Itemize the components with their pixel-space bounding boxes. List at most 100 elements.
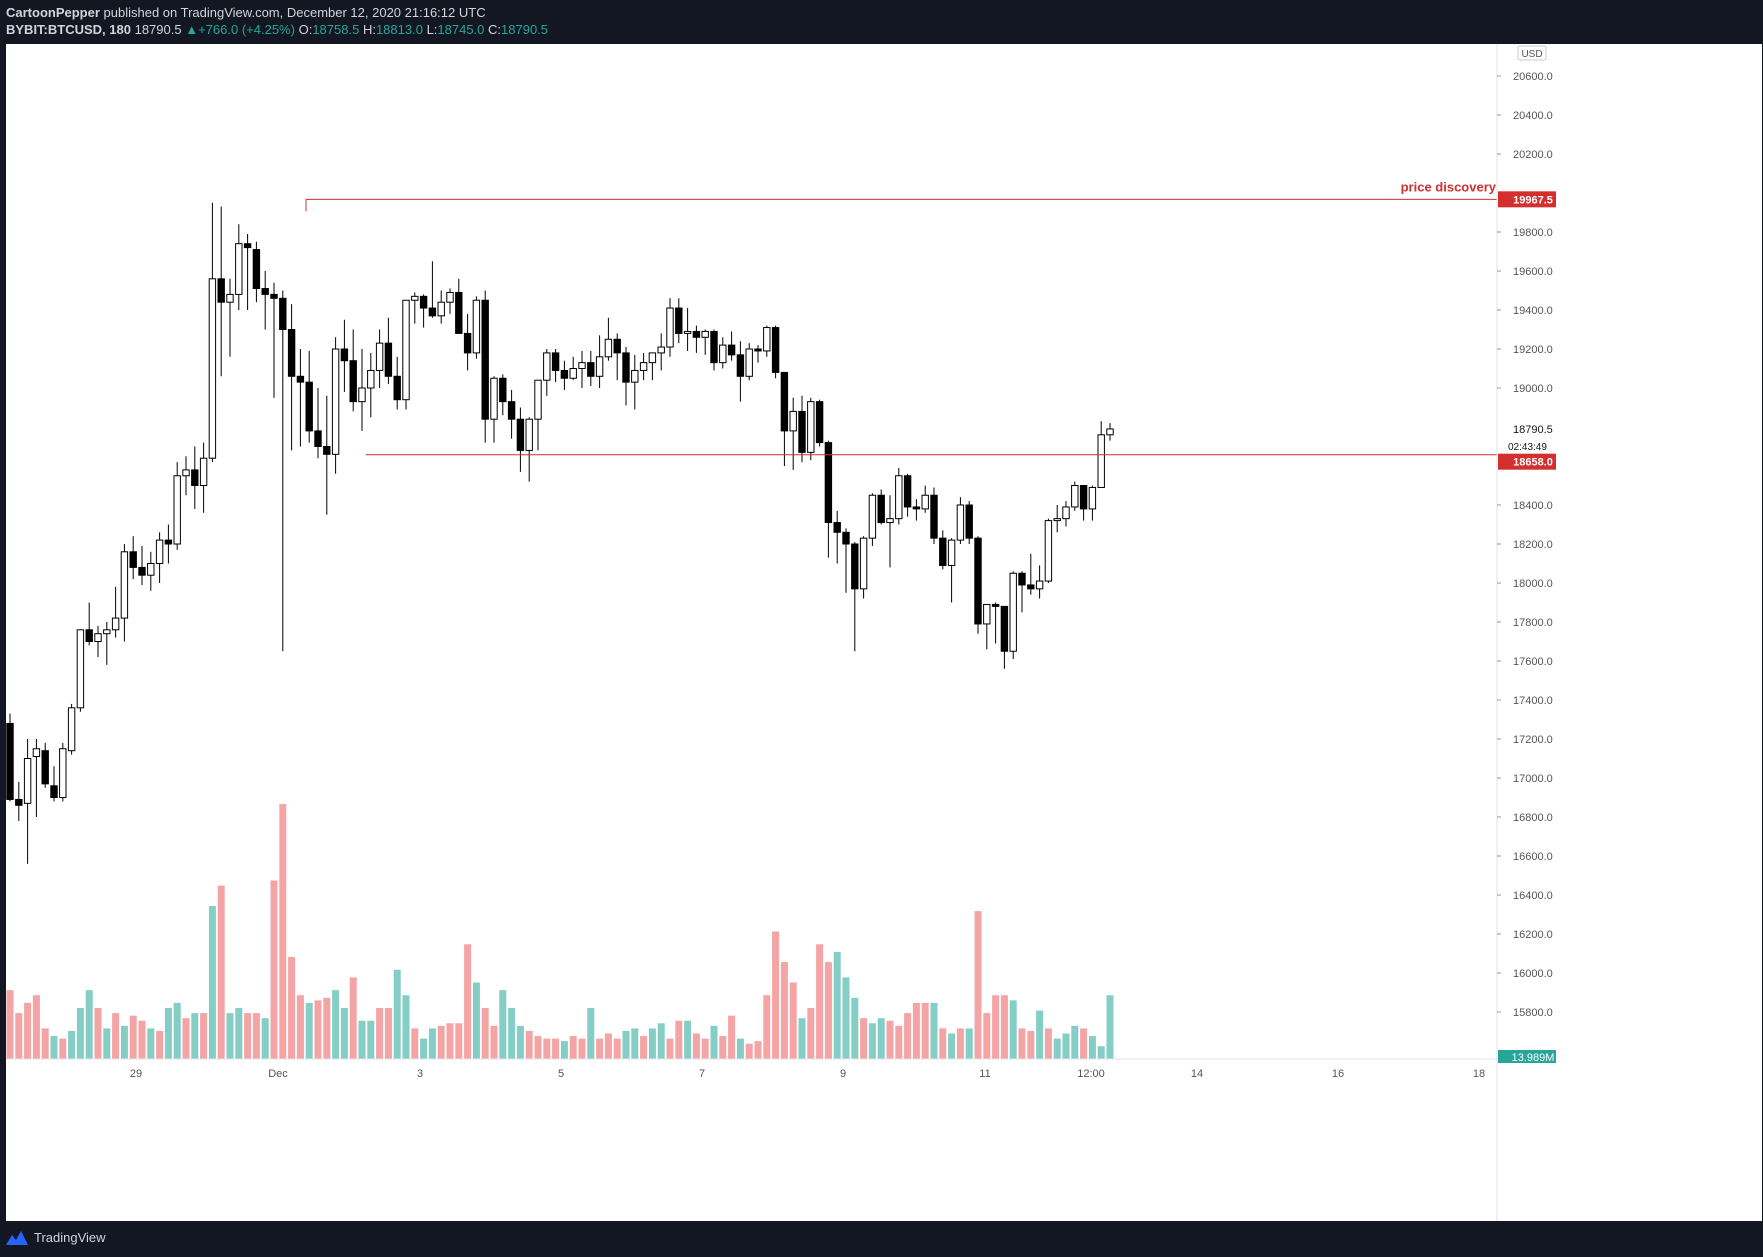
chart-area[interactable]: price discovery 20600.0 20400.0 20200.0 1980…	[6, 44, 1762, 1221]
candle[interactable]	[745, 348, 753, 377]
candle[interactable]	[692, 330, 701, 338]
candle[interactable]	[956, 504, 965, 541]
candle[interactable]	[103, 629, 111, 635]
candle[interactable]	[587, 362, 595, 377]
candle[interactable]	[877, 494, 885, 524]
candle[interactable]	[41, 750, 49, 785]
candle[interactable]	[507, 401, 516, 420]
candle[interactable]	[1106, 428, 1114, 436]
candle[interactable]	[983, 603, 991, 625]
candle[interactable]	[120, 551, 129, 619]
candle[interactable]	[23, 758, 32, 804]
candle[interactable]	[199, 457, 208, 487]
candle[interactable]	[279, 297, 287, 331]
candle[interactable]	[833, 522, 841, 533]
candle[interactable]	[375, 342, 384, 371]
candle[interactable]	[155, 539, 164, 565]
candle[interactable]	[1062, 506, 1070, 520]
candle[interactable]	[683, 330, 692, 334]
candle[interactable]	[516, 418, 525, 451]
candle[interactable]	[217, 278, 225, 303]
candle[interactable]	[358, 387, 366, 403]
candle[interactable]	[472, 299, 481, 354]
tradingview-brand[interactable]: TradingView	[6, 1230, 106, 1245]
candle[interactable]	[657, 346, 665, 354]
candle[interactable]	[455, 291, 463, 334]
price-chart[interactable]: price discovery 20600.0 20400.0 20200.0 1980…	[6, 44, 1762, 1221]
candle[interactable]	[859, 537, 868, 590]
candle[interactable]	[173, 475, 181, 545]
candle[interactable]	[191, 469, 199, 486]
candle[interactable]	[666, 307, 674, 348]
candle[interactable]	[164, 539, 173, 545]
currency-badge[interactable]	[1517, 45, 1547, 61]
candle[interactable]	[1079, 485, 1088, 510]
candle[interactable]	[208, 278, 217, 459]
candle[interactable]	[59, 748, 67, 798]
candle[interactable]	[560, 369, 569, 379]
candle[interactable]	[930, 494, 938, 539]
candle[interactable]	[287, 329, 296, 377]
candle[interactable]	[1018, 572, 1026, 586]
candle[interactable]	[622, 352, 630, 383]
candle[interactable]	[367, 369, 375, 389]
candle[interactable]	[446, 291, 454, 303]
candle[interactable]	[991, 603, 1000, 607]
candle[interactable]	[771, 327, 780, 373]
candle[interactable]	[1097, 434, 1105, 488]
candle[interactable]	[411, 295, 419, 301]
candle[interactable]	[437, 301, 445, 317]
candle[interactable]	[754, 348, 762, 352]
publisher-name[interactable]: CartoonPepper	[6, 5, 100, 20]
candle[interactable]	[736, 354, 745, 377]
candle[interactable]	[252, 249, 261, 290]
candle[interactable]	[305, 381, 313, 432]
candle[interactable]	[727, 344, 736, 356]
candle[interactable]	[428, 307, 437, 317]
candle[interactable]	[578, 362, 586, 369]
candle[interactable]	[939, 537, 947, 566]
candle[interactable]	[675, 307, 683, 334]
candle[interactable]	[965, 504, 973, 539]
candle[interactable]	[270, 293, 278, 299]
candle[interactable]	[419, 295, 428, 309]
candle[interactable]	[1053, 518, 1061, 522]
candle[interactable]	[94, 633, 102, 643]
candle[interactable]	[851, 543, 859, 590]
candle[interactable]	[296, 375, 305, 383]
candle[interactable]	[780, 371, 789, 432]
candle[interactable]	[543, 352, 551, 381]
candle[interactable]	[824, 442, 833, 524]
candle[interactable]	[710, 330, 718, 364]
candle[interactable]	[147, 563, 155, 576]
candle[interactable]	[490, 377, 498, 420]
candle[interactable]	[842, 531, 850, 545]
candle[interactable]	[534, 379, 542, 420]
candle[interactable]	[463, 332, 472, 354]
candle[interactable]	[701, 330, 709, 338]
candle[interactable]	[384, 342, 393, 377]
candle[interactable]	[1088, 486, 1097, 510]
candle[interactable]	[340, 348, 349, 362]
candle[interactable]	[569, 368, 577, 379]
candle[interactable]	[1009, 572, 1017, 652]
candle[interactable]	[50, 785, 58, 798]
candle[interactable]	[525, 418, 533, 451]
candle[interactable]	[947, 539, 956, 566]
candle[interactable]	[1071, 485, 1079, 508]
candle[interactable]	[604, 338, 613, 358]
candle[interactable]	[314, 430, 322, 447]
candle[interactable]	[798, 410, 806, 453]
candle[interactable]	[111, 617, 120, 631]
candle[interactable]	[402, 299, 410, 401]
candle[interactable]	[235, 243, 243, 295]
candle[interactable]	[499, 377, 507, 403]
candle[interactable]	[807, 401, 815, 453]
candle[interactable]	[393, 375, 401, 401]
candle[interactable]	[481, 299, 489, 420]
candle[interactable]	[631, 369, 639, 383]
candle[interactable]	[243, 243, 252, 249]
candle[interactable]	[76, 629, 85, 709]
candle[interactable]	[138, 566, 146, 576]
candle[interactable]	[32, 748, 41, 758]
